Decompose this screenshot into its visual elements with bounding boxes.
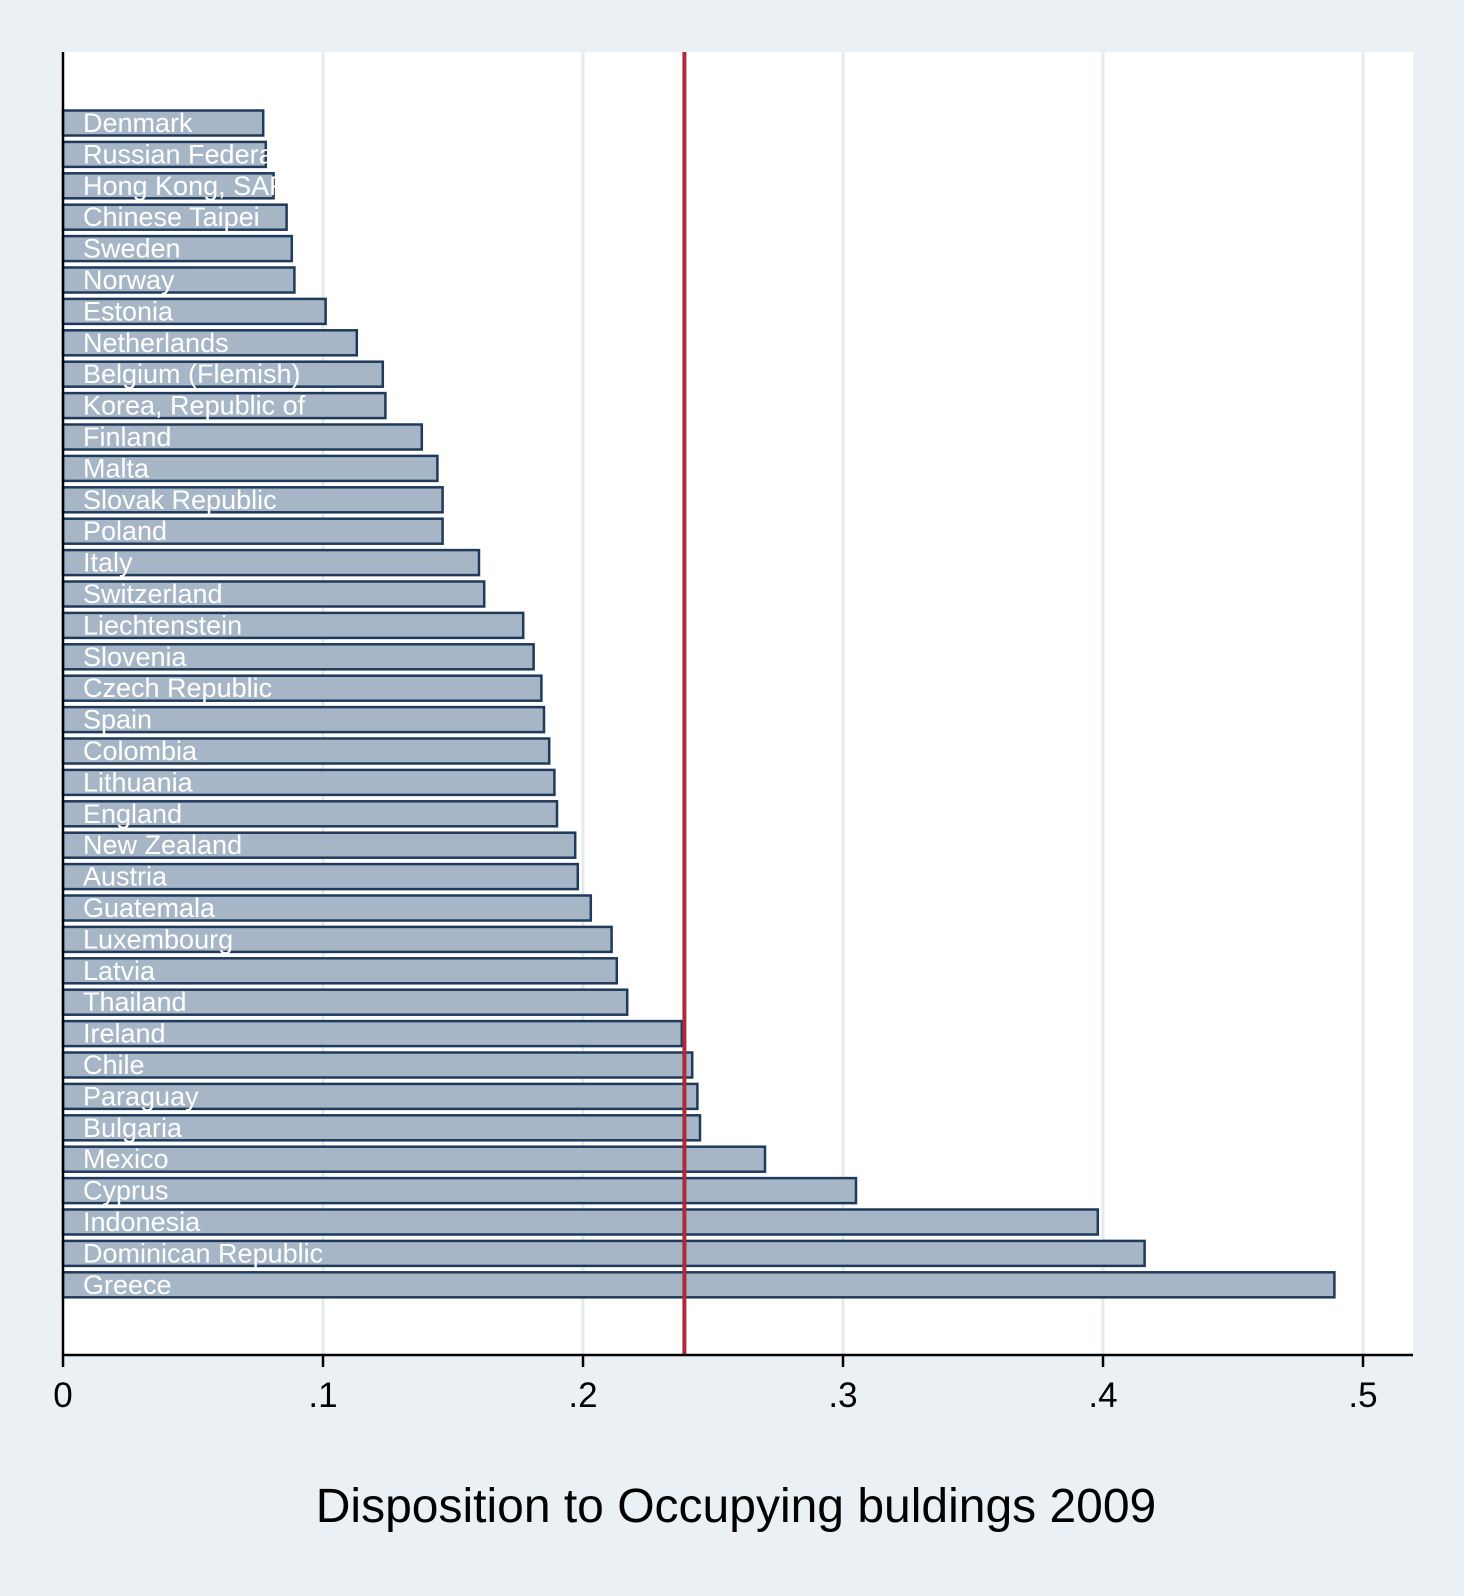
bar — [61, 423, 424, 451]
bar — [61, 454, 439, 483]
bar — [61, 548, 481, 577]
bar — [61, 266, 296, 294]
bar-label: Malta — [83, 453, 150, 483]
bar — [61, 611, 525, 640]
bar-label: Finland — [83, 422, 172, 452]
bar-label: Chinese Taipei — [83, 202, 260, 232]
bar — [61, 234, 294, 263]
x-ticks: 0 .1 .2 .3 .4 .5 — [53, 1355, 1378, 1415]
bar — [61, 957, 619, 985]
bar-label: Italy — [83, 548, 133, 578]
bar-label: Indonesia — [83, 1207, 201, 1237]
bar — [61, 737, 551, 765]
bar — [61, 172, 275, 200]
bar-label: Dominican Republic — [83, 1238, 323, 1268]
bar-label: England — [83, 799, 182, 829]
x-tick-label: .2 — [568, 1376, 597, 1415]
bar-label: Spain — [83, 705, 152, 735]
bar — [61, 1176, 858, 1205]
bar-label: Paraguay — [83, 1081, 199, 1111]
bar-label: Greece — [83, 1270, 172, 1300]
bar-label: New Zealand — [83, 830, 242, 860]
bar-label: Belgium (Flemish) — [83, 359, 301, 389]
bar — [61, 329, 359, 357]
bar — [61, 140, 268, 169]
bar-label: Sweden — [83, 234, 181, 264]
bar-label: Thailand — [83, 987, 187, 1017]
bar-label: Netherlands — [83, 328, 229, 358]
bar-label: Cyprus — [83, 1176, 169, 1206]
bar — [61, 1208, 1100, 1236]
bar-label: Liechtenstein — [83, 610, 242, 640]
bar-label: Colombia — [83, 736, 198, 766]
bar-label: Hong Kong, SAR — [83, 171, 289, 201]
bar-label: Czech Republic — [83, 673, 272, 703]
x-tick-label: 0 — [53, 1376, 72, 1415]
bar — [61, 674, 543, 702]
bar-label: Korea, Republic of — [83, 391, 306, 421]
x-tick-label: .5 — [1348, 1376, 1377, 1415]
bar-label: Austria — [83, 862, 168, 892]
bar-label: Poland — [83, 516, 167, 546]
bar — [61, 203, 288, 231]
bar-label: Lithuania — [83, 767, 194, 797]
bar — [61, 1019, 684, 1048]
bar — [61, 1082, 699, 1111]
bar — [61, 580, 486, 608]
axes — [61, 52, 1413, 1357]
bar-label: Ireland — [83, 1019, 166, 1049]
bar — [61, 1051, 694, 1079]
bar-label: Bulgaria — [83, 1113, 183, 1143]
bar-label: Slovenia — [83, 642, 188, 672]
x-tick-label: .1 — [308, 1376, 337, 1415]
bar — [61, 643, 535, 671]
bar-label: Chile — [83, 1050, 145, 1080]
bars — [61, 109, 1336, 1299]
bar — [61, 1239, 1146, 1268]
bar-label: Slovak Republic — [83, 485, 277, 515]
bar-label: Guatemala — [83, 893, 216, 923]
bar-label: Estonia — [83, 296, 174, 326]
bar — [61, 1145, 767, 1173]
bar-label: Switzerland — [83, 579, 223, 609]
bar-label: Latvia — [83, 956, 156, 986]
bar — [61, 925, 613, 954]
x-tick-label: .4 — [1088, 1376, 1117, 1415]
bar-label: Luxembourg — [83, 924, 233, 954]
bar — [61, 1271, 1336, 1299]
bar — [61, 391, 387, 420]
bar — [61, 360, 385, 388]
bar — [61, 517, 444, 545]
bar-label: Denmark — [83, 108, 193, 138]
bar-label: Russian Federation — [83, 139, 317, 169]
x-axis-title: Disposition to Occupying buldings 2009 — [316, 1480, 1157, 1533]
x-tick-label: .3 — [828, 1376, 857, 1415]
bar — [61, 1114, 702, 1142]
bar-label: Mexico — [83, 1144, 169, 1174]
bar-label: Norway — [83, 265, 175, 295]
